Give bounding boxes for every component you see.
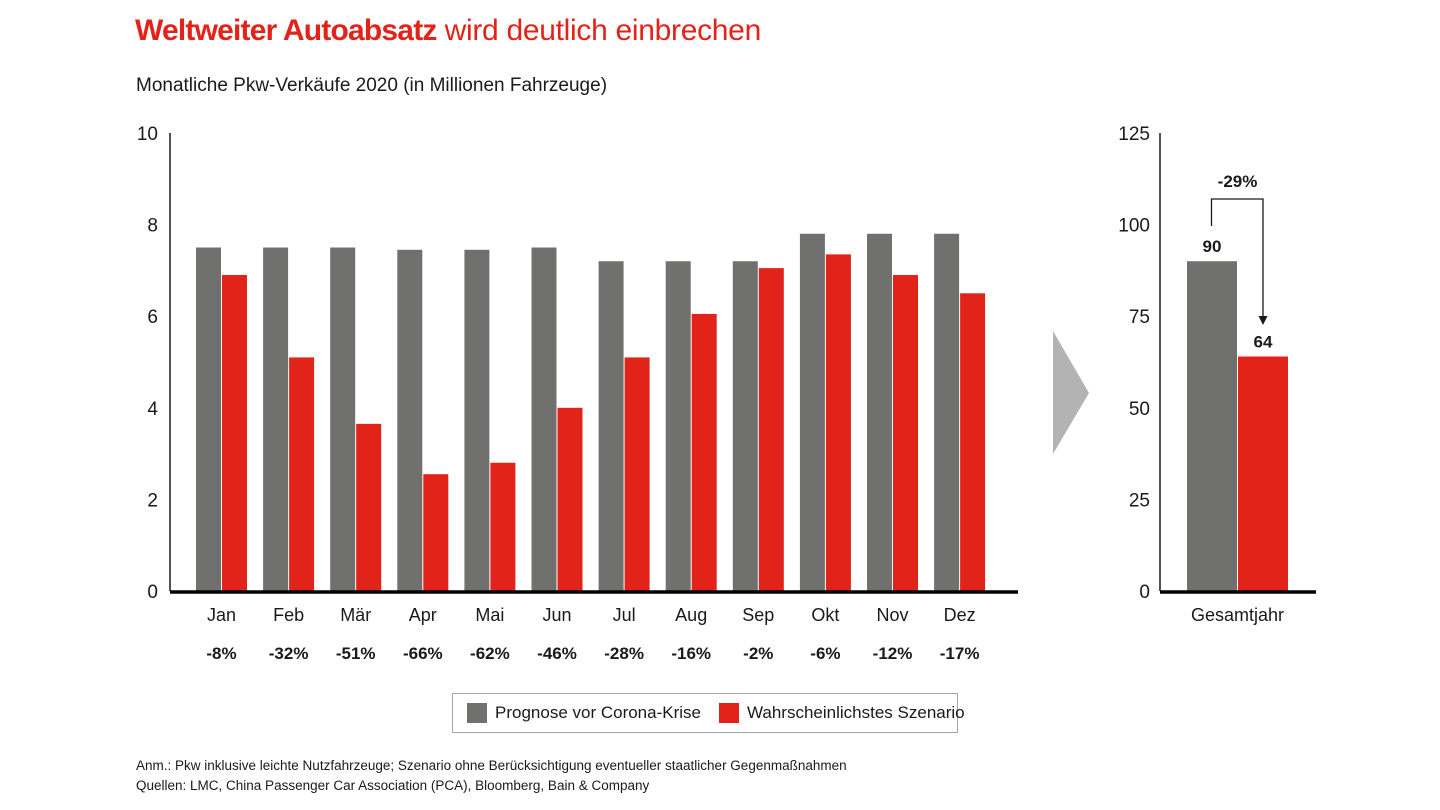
x-tick-label: Jun bbox=[542, 605, 571, 625]
bar-scenario bbox=[624, 357, 650, 591]
change-label: -16% bbox=[671, 644, 711, 663]
bar-scenario bbox=[222, 274, 247, 591]
chart-canvas: 0 2 4 6 8 10 Jan -8% Feb -32% Mär -51% Apr -66% Mai -62… bbox=[137, 124, 1316, 663]
data-label: 90 bbox=[1203, 237, 1222, 256]
x-tick-label: Aug bbox=[675, 605, 707, 625]
legend-item-forecast: Prognose vor Corona-Krise bbox=[467, 703, 701, 723]
change-label: -2% bbox=[743, 644, 773, 663]
sources: Quellen: LMC, China Passenger Car Associ… bbox=[136, 778, 650, 793]
x-tick-label: Mär bbox=[340, 605, 371, 625]
change-label: -66% bbox=[403, 644, 443, 663]
y-tick-label: 6 bbox=[147, 307, 158, 328]
bar-forecast bbox=[665, 261, 691, 591]
y-tick-label: 125 bbox=[1118, 124, 1150, 145]
y-tick-label: 25 bbox=[1129, 490, 1150, 511]
bar-scenario bbox=[490, 462, 516, 591]
x-tick-label: Feb bbox=[273, 605, 304, 625]
title-bold: Weltweiter Autoabsatz bbox=[135, 14, 437, 47]
bar-scenario bbox=[758, 268, 784, 591]
y-tick-label: 4 bbox=[147, 399, 158, 420]
bar-scenario bbox=[691, 313, 717, 591]
bar-scenario bbox=[557, 407, 583, 591]
monthly-chart: 0 2 4 6 8 10 Jan -8% Feb -32% Mär -51% Apr -66% Mai -62… bbox=[137, 124, 1018, 663]
bar-scenario bbox=[960, 293, 986, 591]
chevron-right-icon bbox=[1053, 331, 1089, 454]
bar-forecast-total bbox=[1187, 261, 1237, 591]
bar-forecast bbox=[196, 247, 221, 591]
change-label: -46% bbox=[537, 644, 577, 663]
change-annotation: -29% bbox=[1218, 172, 1258, 191]
change-label: -28% bbox=[604, 644, 644, 663]
y-tick-label: 0 bbox=[1139, 582, 1150, 603]
bar-forecast bbox=[867, 233, 892, 591]
change-label: -62% bbox=[470, 644, 510, 663]
y-tick-label: 10 bbox=[137, 124, 158, 145]
annual-chart: 0 25 50 75 100 125 90 64 Gesamtjahr -29% bbox=[1118, 124, 1316, 625]
arrow-down-icon bbox=[1258, 316, 1268, 325]
change-label: -8% bbox=[206, 644, 236, 663]
change-label: -17% bbox=[940, 644, 980, 663]
x-tick-label: Jan bbox=[207, 605, 236, 625]
bar-forecast bbox=[531, 247, 557, 591]
bar-forecast bbox=[799, 233, 825, 591]
bar-scenario bbox=[893, 274, 918, 591]
y-tick-label: 100 bbox=[1118, 216, 1150, 237]
change-label: -12% bbox=[873, 644, 913, 663]
bar-scenario bbox=[423, 474, 449, 591]
legend-swatch-red bbox=[718, 703, 739, 723]
data-label: 64 bbox=[1254, 333, 1273, 352]
x-tick-label: Nov bbox=[876, 605, 908, 625]
footnote: Anm.: Pkw inklusive leichte Nutzfahrzeug… bbox=[136, 758, 847, 773]
bar-forecast bbox=[598, 261, 624, 591]
legend: Prognose vor Corona-Krise Wahrscheinlich… bbox=[452, 693, 965, 733]
x-tick-label: Sep bbox=[742, 605, 774, 625]
bar-scenario bbox=[825, 254, 851, 591]
x-tick-label: Apr bbox=[409, 605, 437, 625]
legend-label: Wahrscheinlichstes Szenario bbox=[746, 703, 965, 722]
bar-scenario-total bbox=[1238, 356, 1288, 591]
change-label: -51% bbox=[336, 644, 376, 663]
x-tick-label: Gesamtjahr bbox=[1191, 605, 1284, 625]
legend-label: Prognose vor Corona-Krise bbox=[495, 703, 701, 722]
y-tick-label: 75 bbox=[1129, 307, 1150, 328]
y-tick-label: 0 bbox=[147, 582, 158, 603]
y-tick-label: 2 bbox=[147, 490, 158, 511]
change-label: -6% bbox=[810, 644, 840, 663]
change-label: -32% bbox=[269, 644, 309, 663]
x-tick-label: Dez bbox=[944, 605, 976, 625]
bar-forecast bbox=[934, 233, 960, 591]
legend-item-scenario: Wahrscheinlichstes Szenario bbox=[718, 703, 965, 723]
y-tick-label: 8 bbox=[147, 216, 158, 237]
bar-forecast bbox=[397, 249, 423, 592]
chart-subtitle: Monatliche Pkw-Verkäufe 2020 (in Million… bbox=[136, 75, 608, 96]
x-tick-label: Jul bbox=[613, 605, 636, 625]
bar-forecast bbox=[464, 249, 490, 592]
bar-scenario bbox=[356, 423, 382, 591]
y-tick-label: 50 bbox=[1129, 399, 1150, 420]
change-bracket bbox=[1210, 198, 1264, 318]
bar-forecast bbox=[263, 247, 289, 591]
title-rest: wird deutlich einbrechen bbox=[436, 14, 762, 47]
bar-forecast bbox=[732, 261, 758, 591]
x-tick-label: Okt bbox=[811, 605, 839, 625]
chart-title: Weltweiter Autoabsatz wird deutlich einb… bbox=[135, 14, 761, 48]
bar-forecast bbox=[330, 247, 356, 591]
legend-swatch-gray bbox=[467, 703, 487, 723]
x-tick-label: Mai bbox=[475, 605, 504, 625]
bar-scenario bbox=[289, 357, 315, 591]
